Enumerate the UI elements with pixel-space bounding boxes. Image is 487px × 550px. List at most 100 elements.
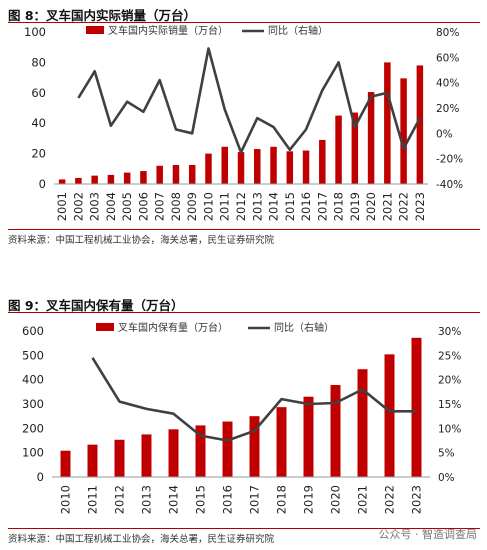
- bar: [60, 450, 71, 477]
- x-tick-label: 2016: [221, 485, 235, 514]
- y-left-tick-label: 80: [31, 55, 46, 69]
- x-tick-label: 2023: [413, 192, 427, 221]
- x-tick-label: 2015: [194, 485, 208, 514]
- y-left-tick-label: 100: [22, 446, 44, 460]
- bar: [221, 146, 228, 184]
- bar: [195, 425, 206, 477]
- x-tick-label: 2010: [59, 485, 73, 514]
- figure-9-title-rule: [8, 312, 480, 313]
- yoy-line: [77, 47, 422, 154]
- bar: [351, 112, 359, 184]
- bar: [188, 165, 196, 184]
- y-left-tick-label: 300: [22, 397, 44, 411]
- x-tick-label: 2015: [283, 192, 297, 221]
- bar: [335, 115, 342, 184]
- x-tick-label: 2016: [299, 192, 313, 221]
- bar: [123, 172, 131, 184]
- bar: [270, 146, 277, 184]
- x-tick-label: 2013: [250, 192, 264, 221]
- y-right-tick-label: 0%: [438, 472, 455, 484]
- bar: [156, 165, 163, 184]
- x-tick-label: 2018: [275, 485, 289, 514]
- x-tick-label: 2011: [86, 485, 100, 514]
- bar: [254, 149, 261, 184]
- y-right-tick-label: 30%: [438, 326, 461, 338]
- figure-9-title: 图 9：叉车国内保有量（万台）: [8, 298, 184, 313]
- x-tick-label: 2023: [410, 485, 424, 514]
- bar: [114, 439, 125, 477]
- x-tick-label: 2010: [201, 192, 215, 221]
- figure-8-source-rule: [8, 229, 480, 230]
- x-tick-label: 2014: [167, 485, 181, 514]
- bar: [222, 421, 233, 477]
- bar: [75, 177, 82, 184]
- x-tick-label: 2009: [185, 192, 199, 221]
- bar: [330, 385, 341, 477]
- y-right-tick-label: 0%: [436, 128, 453, 140]
- y-right-tick-label: 60%: [436, 52, 459, 64]
- bar: [168, 429, 179, 477]
- bar: [58, 179, 66, 184]
- y-right-tick-label: 20%: [436, 103, 459, 115]
- x-tick-label: 2019: [302, 485, 316, 514]
- figure-8-title-rule: [8, 22, 480, 23]
- figure-8-source: 资料来源：中国工程机械工业协会，海关总署，民生证券研究院: [8, 235, 275, 246]
- y-left-tick-label: 0: [37, 470, 44, 484]
- bar: [140, 171, 147, 184]
- x-tick-label: 2007: [153, 192, 167, 221]
- y-right-tick-label: 10%: [438, 423, 461, 435]
- y-left-tick-label: 60: [31, 86, 46, 100]
- bar: [205, 153, 212, 184]
- bar: [249, 416, 260, 477]
- watermark: 公众号 · 智造调查局: [378, 528, 478, 541]
- bar: [87, 444, 98, 477]
- x-tick-label: 2001: [55, 192, 69, 221]
- x-tick-label: 2003: [88, 192, 102, 221]
- legend-line-label: 同比（右轴）: [274, 321, 334, 334]
- x-tick-label: 2011: [218, 192, 232, 221]
- y-right-tick-label: 25%: [438, 350, 461, 362]
- bar: [367, 92, 375, 184]
- y-left-tick-label: 100: [24, 25, 46, 39]
- y-right-tick-label: 40%: [436, 78, 459, 90]
- y-right-tick-label: -40%: [436, 179, 463, 191]
- x-tick-label: 2004: [104, 192, 118, 221]
- y-right-tick-label: 80%: [436, 27, 459, 39]
- y-left-tick-label: 400: [22, 373, 44, 387]
- y-right-tick-label: 20%: [438, 375, 461, 387]
- x-tick-label: 2019: [348, 192, 362, 221]
- y-left-tick-label: 20: [31, 147, 46, 161]
- x-tick-label: 2013: [140, 485, 154, 514]
- bar: [141, 434, 152, 477]
- bar: [411, 337, 422, 477]
- y-right-tick-label: 5%: [438, 448, 455, 460]
- y-left-tick-label: 200: [22, 421, 44, 435]
- y-left-tick-label: 600: [22, 324, 44, 338]
- x-tick-label: 2022: [383, 485, 397, 514]
- x-tick-label: 2021: [380, 192, 394, 221]
- bar: [384, 62, 391, 184]
- x-tick-label: 2021: [356, 485, 370, 514]
- x-tick-label: 2022: [397, 192, 411, 221]
- bar: [303, 396, 314, 477]
- bar: [286, 151, 294, 184]
- bar: [276, 407, 287, 477]
- forklift-stock-chart: 0 100 200 300 400 500 600 0% 5% 10% 15% 20% 25% 30% 20…: [22, 321, 461, 514]
- x-tick-label: 2014: [267, 192, 281, 221]
- figure-9-source: 资料来源：中国工程机械工业协会，海关总署，民生证券研究院: [8, 534, 275, 545]
- x-tick-label: 2012: [113, 485, 127, 514]
- y-right-tick-label: 15%: [438, 399, 461, 411]
- legend-bar-label: 叉车国内实际销量（万台）: [108, 24, 228, 37]
- bar: [302, 150, 310, 184]
- bar: [416, 65, 424, 184]
- bar: [319, 139, 326, 184]
- y-left-tick-label: 0: [39, 177, 46, 191]
- bar: [237, 152, 245, 184]
- x-tick-label: 2020: [329, 485, 343, 514]
- bar: [107, 174, 115, 184]
- bar: [172, 165, 180, 184]
- legend-line-label: 同比（右轴）: [268, 24, 328, 37]
- legend-bar-label: 叉车国内保有量（万台）: [118, 321, 228, 334]
- figure-8-title: 图 8：叉车国内实际销量（万台）: [8, 8, 197, 23]
- x-tick-label: 2005: [120, 192, 134, 221]
